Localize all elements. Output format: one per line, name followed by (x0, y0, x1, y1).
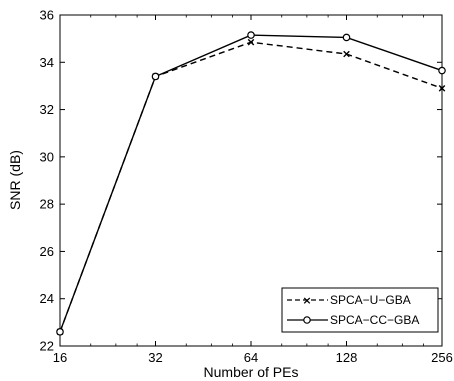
legend-label-spca-u-gba: SPCA−U−GBA (330, 293, 411, 307)
y-tick-label: 28 (40, 197, 54, 212)
y-axis-title: SNR (dB) (7, 150, 23, 210)
data-point-spca-u-gba (438, 84, 446, 92)
data-point-spca-cc-gba (342, 33, 351, 42)
x-tick-label: 64 (244, 350, 258, 365)
y-tick-label: 26 (40, 244, 54, 259)
y-tick-label: 24 (40, 291, 54, 306)
legend-label-spca-cc-gba: SPCA−CC−GBA (330, 313, 419, 327)
x-tick-label: 256 (431, 350, 453, 365)
y-tick-label: 22 (40, 339, 54, 354)
legend-marker-x: × (302, 294, 311, 307)
y-tick-label: 30 (40, 149, 54, 164)
x-tick-label: 32 (148, 350, 162, 365)
legend: × SPCA−U−GBA SPCA−CC−GBA (281, 287, 439, 333)
data-point-spca-u-gba (247, 38, 255, 46)
data-point-spca-cc-gba (438, 66, 446, 75)
y-tick-label: 34 (40, 55, 54, 70)
x-axis-title: Number of PEs (204, 364, 299, 380)
data-point-spca-u-gba (343, 50, 350, 58)
marker-x-stroke (438, 84, 446, 92)
x-tick-label: 16 (53, 350, 67, 365)
data-point-spca-cc-gba (247, 31, 255, 39)
legend-box (281, 287, 439, 333)
legend-marker-circle (303, 316, 311, 324)
ticks-layer: 16 32 64 128 256 22 24 26 28 30 32 34 36 (40, 8, 453, 366)
y-tick-label: 32 (40, 102, 54, 117)
marker-x-stroke (247, 38, 255, 46)
data-point-spca-cc-gba (56, 328, 64, 336)
series-layer (56, 31, 446, 336)
x-tick-label: 128 (336, 350, 358, 365)
data-point-spca-cc-gba (151, 72, 160, 81)
y-tick-label: 36 (40, 8, 54, 23)
marker-x-stroke (343, 50, 350, 58)
